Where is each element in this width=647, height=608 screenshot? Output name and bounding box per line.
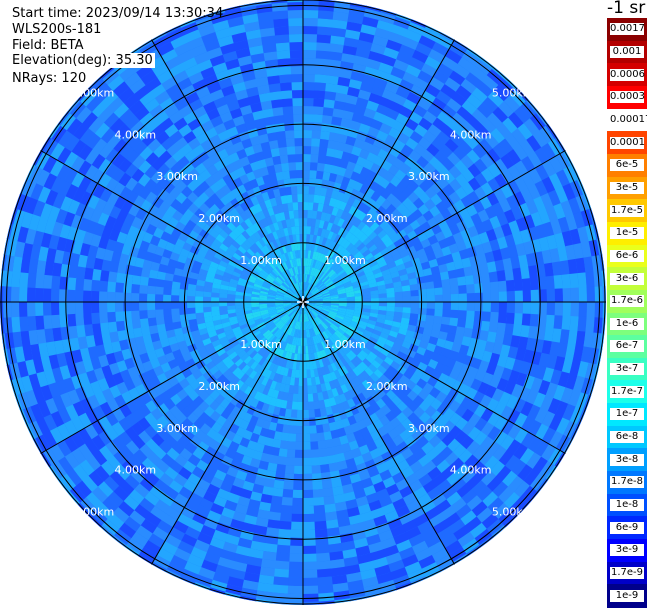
field-name: Field: BETA [12,38,84,53]
colorbar-tick-label: 1e-5 [610,227,644,240]
colorbar-tick-label: 1.7e-9 [610,567,644,580]
colorbar-tick-label: 0.0017 [610,23,645,36]
range-label: 1.00km [324,254,366,267]
colorbar-tick-label: 1.7e-8 [610,476,644,489]
range-label: 2.00km [366,380,408,393]
colorbar-unit: -1 sr [607,0,646,18]
colorbar-tick-label: 3e-9 [610,544,644,557]
azimuth-spoke [151,39,304,303]
backscatter-field [0,0,606,605]
colorbar-tick-label: 6e-7 [610,340,644,353]
azimuth-spoke [151,301,304,565]
range-label: 1.00km [324,338,366,351]
azimuth-spoke [302,39,455,303]
azimuth-spoke [40,301,304,454]
range-label: 4.00km [450,128,492,141]
range-label: 4.00km [450,464,492,477]
colorbar-tick-label: 0.0003 [610,91,645,104]
colorbar-tick-label: 3e-7 [610,363,644,376]
colorbar-tick-label: 3e-8 [610,453,644,466]
range-label: 5.00km [73,506,115,519]
range-labels: 1.00km 1.00km 1.00km 1.00km 2.00km 2.00km 2.00… [73,86,534,518]
colorbar-tick-label: 0.001 [610,45,644,58]
colorbar-tick-label: 6e-6 [610,249,644,262]
colorbar-tick-label: 6e-5 [610,159,644,172]
range-label: 3.00km [408,422,450,435]
elevation-angle: Elevation(deg): 35.30 [10,53,155,68]
range-label: 3.00km [408,170,450,183]
range-label: 4.00km [115,464,157,477]
ray-count: NRays: 120 [12,71,87,86]
colorbar-tick-label: 6e-8 [610,431,644,444]
colorbar-tick-label: 1e-6 [610,317,644,330]
azimuth-spoke [302,301,455,565]
range-label: 5.00km [73,86,115,99]
colorbar-tick-label: 0.0001 [610,136,645,149]
range-label: 5.00km [492,506,534,519]
ppi-plot: 1.00km 1.00km 1.00km 1.00km 2.00km 2.00km 2.00… [0,0,606,605]
colorbar-tick-label: 0.0006 [610,68,645,81]
colorbar-tick-label: 1.7e-7 [610,385,644,398]
colorbar-tick-label: 3e-6 [610,272,644,285]
range-label: 2.00km [366,212,408,225]
range-label: 1.00km [240,338,282,351]
colorbar-tick-label: 0.00017 [610,113,647,126]
range-label: 3.00km [156,422,198,435]
colorbar-tick-label: 1.7e-5 [610,204,644,217]
colorbar: 0.0017 0.001 0.0006 0.0003 0.00017 0.0001 6e-5… [607,18,647,608]
range-grid [0,0,606,605]
colorbar-tick-label: 1e-7 [610,408,644,421]
range-label: 2.00km [198,380,240,393]
colorbar-tick-label: 6e-9 [610,521,644,534]
instrument-name: WLS200s-181 [12,22,102,37]
range-label: 3.00km [156,170,198,183]
azimuth-spoke [302,301,566,454]
range-label: 5.00km [492,86,534,99]
colorbar-tick-label: 1e-9 [610,589,644,602]
colorbar-tick-label: 1.7e-6 [610,295,644,308]
range-label: 1.00km [240,254,282,267]
colorbar-tick-label: 3e-5 [610,181,644,194]
range-label: 2.00km [198,212,240,225]
azimuth-spoke [40,150,304,303]
azimuth-spoke [302,150,566,303]
start-time: Start time: 2023/09/14 13:30:34 [12,6,224,21]
range-label: 4.00km [115,128,157,141]
colorbar-tick-label: 1e-8 [610,499,644,512]
